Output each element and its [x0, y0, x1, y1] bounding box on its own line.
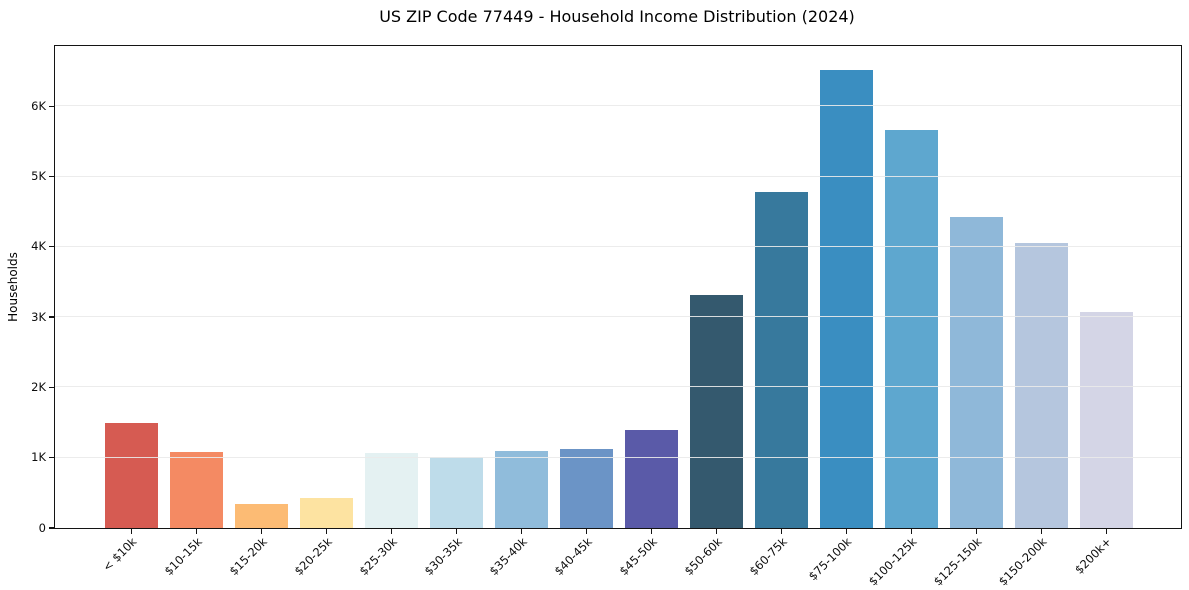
x-tick-mark: [1040, 529, 1042, 534]
bar-30-35k: [429, 457, 483, 528]
y-tick-mark: [49, 456, 54, 459]
bar-50-60k: [689, 294, 743, 528]
bar-150-200k: [1014, 242, 1068, 528]
bar-200k: [1079, 311, 1133, 528]
x-tick-mark: [520, 529, 522, 534]
bar-15-20k: [234, 504, 288, 528]
x-tick-label-10-15k: $10-15k: [161, 534, 205, 579]
gridline-5K: [55, 175, 1181, 177]
x-tick-label-50-60k: $50-60k: [681, 534, 725, 579]
y-tick-label-6K: 6K: [31, 98, 46, 113]
bar-125-150k: [949, 216, 1003, 528]
bar-60-75k: [754, 192, 808, 528]
y-tick-label-5K: 5K: [31, 168, 46, 183]
x-tick-mark: [390, 529, 392, 534]
y-tick-label-0: 0: [38, 520, 46, 535]
x-tick-mark: [1105, 529, 1107, 534]
y-tick-mark: [49, 175, 54, 178]
x-tick-mark: [975, 529, 977, 534]
y-tick-mark: [49, 105, 54, 107]
x-tick-mark: [260, 529, 262, 534]
x-tick-mark: [130, 529, 132, 534]
x-tick-label-75-100k: $75-100k: [805, 534, 855, 584]
y-tick-label-4K: 4K: [31, 239, 46, 254]
gridline-2K: [55, 386, 1181, 388]
x-tick-label-150-200k: $150-200k: [995, 534, 1050, 589]
bar-10-15k: [169, 452, 223, 528]
y-tick-mark: [49, 527, 54, 529]
gridline-1K: [55, 456, 1181, 458]
x-tick-mark: [455, 529, 457, 534]
bar-25-30k: [364, 452, 418, 528]
y-axis-label-column: Households: [2, 46, 24, 528]
x-tick-label-100-125k: $100-125k: [865, 534, 920, 589]
y-tick-label-3K: 3K: [31, 309, 46, 324]
y-tick-label-1K: 1K: [31, 450, 46, 464]
x-tick-label-200k: $200k+: [1072, 534, 1115, 577]
gridline-3K: [55, 316, 1181, 318]
x-tick-label-45-50k: $45-50k: [616, 534, 660, 579]
y-tick-mark: [49, 386, 54, 388]
x-tick-label-15-20k: $15-20k: [226, 534, 270, 579]
x-tick-labels: < $10k $10-15k $15-20k $20-25k $25-30k $30-35…: [55, 528, 1181, 590]
bar-20-25k: [299, 497, 353, 528]
x-tick-mark: [325, 529, 327, 534]
gridline-6K: [55, 105, 1181, 107]
plot-area: Households < $10k $10-15k $15-20k $20-25k $2…: [6, 45, 1182, 588]
gridline-4K: [55, 245, 1181, 247]
x-tick-label-25-30k: $25-30k: [356, 534, 400, 579]
x-tick-mark: [715, 529, 717, 534]
y-tick-label-2K: 2K: [31, 379, 46, 394]
x-tick-mark: [845, 529, 847, 534]
x-tick-mark: [780, 529, 782, 534]
x-tick-mark: [650, 529, 652, 534]
y-tick-mark: [49, 316, 54, 318]
bar-45-50k: [624, 429, 678, 528]
bar-35-40k: [494, 451, 548, 528]
x-tick-label-35-40k: $35-40k: [486, 534, 530, 579]
x-tick-label-40-45k: $40-45k: [551, 534, 595, 579]
bar-100-125k: [884, 130, 938, 528]
x-tick-label-10k: < $10k: [99, 534, 140, 575]
x-tick-mark: [910, 529, 912, 534]
x-tick-label-125-150k: $125-150k: [930, 534, 985, 589]
x-tick-label-60-75k: $60-75k: [746, 534, 790, 579]
x-tick-label-20-25k: $20-25k: [291, 534, 335, 579]
x-tick-mark: [195, 529, 197, 534]
y-tick-mark: [49, 246, 54, 248]
bar-10k: [104, 423, 158, 528]
x-tick-label-30-35k: $30-35k: [421, 534, 465, 579]
chart-title: US ZIP Code 77449 - Household Income Dis…: [379, 7, 855, 26]
x-tick-mark: [585, 529, 587, 534]
bar-75-100k: [819, 69, 873, 528]
bar-40-45k: [559, 448, 613, 528]
y-axis-label: Households: [6, 252, 21, 322]
